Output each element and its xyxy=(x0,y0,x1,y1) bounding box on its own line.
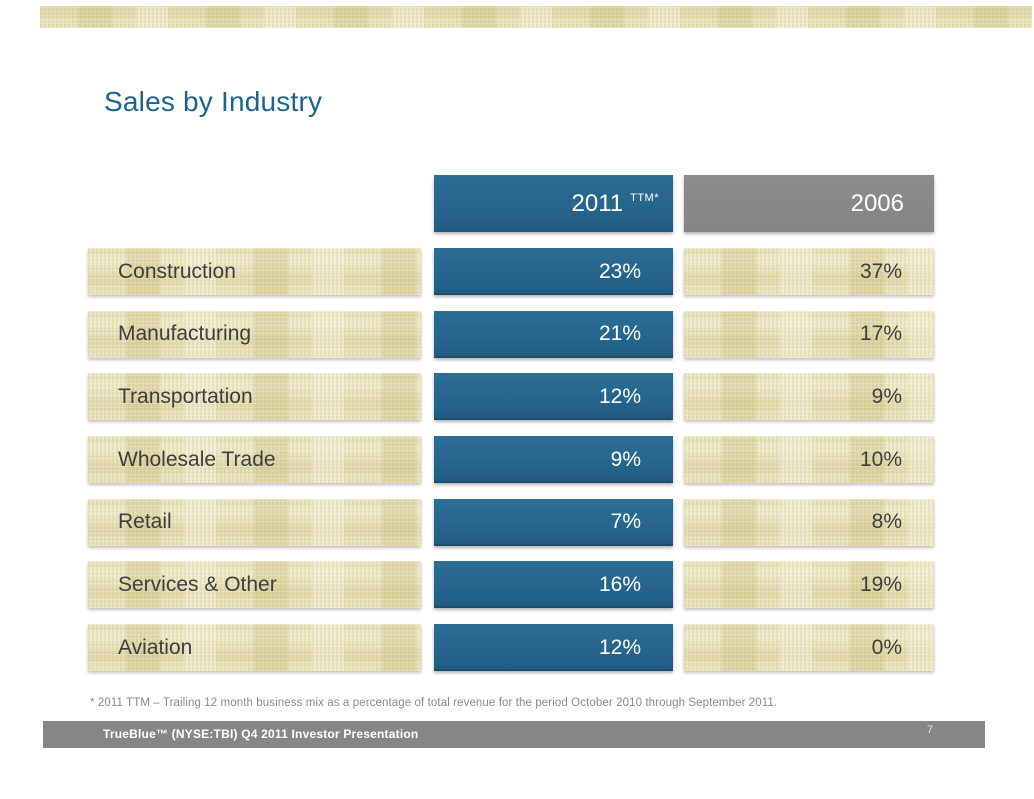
value-2011: 21% xyxy=(434,310,673,358)
top-decorative-strip xyxy=(40,6,1032,28)
row-label: Wholesale Trade xyxy=(88,436,421,484)
value-2006: 10% xyxy=(684,436,934,484)
value-2006: 8% xyxy=(684,498,934,546)
row-label: Transportation xyxy=(88,373,421,421)
column-header-2006: 2006 xyxy=(684,175,934,232)
value-2006: 17% xyxy=(684,310,934,358)
page-title: Sales by Industry xyxy=(104,86,323,117)
table-row-services-other: Services & Other 16% 19% xyxy=(88,561,958,609)
footer-text: TrueBlue™ (NYSE:TBI) Q4 2011 Investor Pr… xyxy=(103,727,419,741)
table-row-construction: Construction 23% 37% xyxy=(88,248,958,295)
row-label: Construction xyxy=(88,248,421,295)
table-row-aviation: Aviation 12% 0% xyxy=(88,624,958,672)
footnote: * 2011 TTM – Trailing 12 month business … xyxy=(90,697,778,709)
header-spacer-cell xyxy=(88,175,421,232)
value-2011: 12% xyxy=(434,624,673,672)
table-row-retail: Retail 7% 8% xyxy=(88,498,958,546)
row-label: Services & Other xyxy=(88,561,421,609)
value-2011: 12% xyxy=(434,373,673,421)
row-label: Manufacturing xyxy=(88,310,421,358)
header-ttm-note: TTM* xyxy=(630,191,659,204)
table-header-row: 2011 TTM* 2006 xyxy=(88,175,958,232)
footer-bar: TrueBlue™ (NYSE:TBI) Q4 2011 Investor Pr… xyxy=(43,721,985,748)
header-year-2006: 2006 xyxy=(850,189,904,217)
table-row-wholesale-trade: Wholesale Trade 9% 10% xyxy=(88,436,958,484)
value-2006: 9% xyxy=(684,373,934,421)
sales-by-industry-table: 2011 TTM* 2006 Construction 23% 37% Manu… xyxy=(88,175,958,672)
row-label: Aviation xyxy=(88,624,421,672)
page-number: 7 xyxy=(926,724,933,736)
value-2011: 7% xyxy=(434,498,673,546)
table-row-transportation: Transportation 12% 9% xyxy=(88,373,958,421)
value-2011: 16% xyxy=(434,561,673,609)
value-2006: 0% xyxy=(684,624,934,672)
value-2006: 19% xyxy=(684,561,934,609)
value-2011: 9% xyxy=(434,436,673,484)
column-header-2011-ttm: 2011 TTM* xyxy=(434,175,673,232)
value-2011: 23% xyxy=(434,248,673,295)
header-year-2011: 2011 xyxy=(571,189,624,217)
table-row-manufacturing: Manufacturing 21% 17% xyxy=(88,310,958,358)
row-label: Retail xyxy=(88,498,421,546)
value-2006: 37% xyxy=(684,248,934,295)
